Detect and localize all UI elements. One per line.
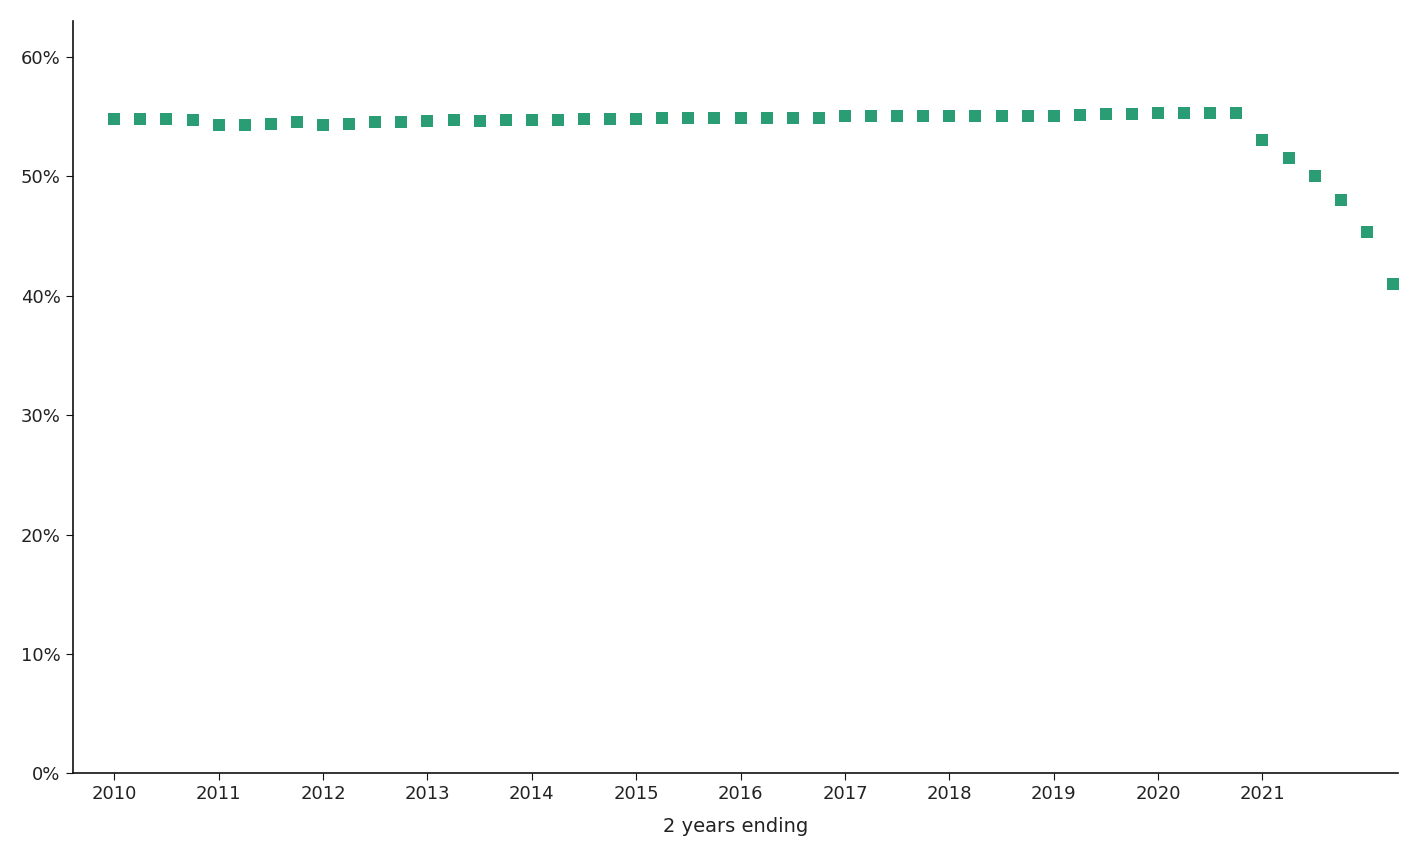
Point	[807, 111, 830, 124]
Point	[1252, 134, 1274, 147]
Point	[599, 112, 622, 126]
Point	[546, 113, 569, 127]
Point	[860, 110, 883, 123]
Point	[1043, 110, 1066, 123]
Point	[912, 110, 935, 123]
Point	[1199, 106, 1222, 120]
Point	[260, 117, 282, 130]
Point	[964, 110, 986, 123]
Point	[573, 112, 596, 126]
Point	[938, 110, 961, 123]
Point	[677, 111, 700, 124]
Point	[1069, 108, 1091, 122]
Point	[129, 112, 152, 126]
Point	[1277, 152, 1300, 165]
Point	[885, 110, 908, 123]
Point	[1355, 225, 1378, 239]
Point	[1225, 106, 1247, 120]
Point	[729, 111, 752, 124]
Point	[833, 110, 856, 123]
Point	[443, 113, 465, 127]
Point	[782, 111, 805, 124]
Point	[1303, 170, 1325, 183]
Point	[1016, 110, 1039, 123]
Point	[1408, 344, 1419, 357]
Point	[1174, 106, 1196, 120]
Point	[651, 111, 674, 124]
Point	[494, 113, 517, 127]
Point	[755, 111, 778, 124]
Point	[1094, 107, 1117, 121]
Point	[521, 113, 543, 127]
Point	[207, 118, 230, 132]
Point	[468, 114, 491, 128]
Point	[1382, 277, 1405, 291]
Point	[182, 113, 204, 127]
Point	[155, 112, 177, 126]
Point	[624, 112, 647, 126]
Point	[233, 118, 255, 132]
Point	[363, 116, 386, 129]
Point	[312, 118, 335, 132]
Point	[390, 116, 413, 129]
Point	[1121, 107, 1144, 121]
Point	[104, 112, 126, 126]
Point	[416, 114, 438, 128]
Point	[285, 116, 308, 129]
X-axis label: 2 years ending: 2 years ending	[663, 818, 807, 836]
Point	[1147, 106, 1169, 120]
Point	[990, 110, 1013, 123]
Point	[338, 117, 360, 130]
Point	[702, 111, 725, 124]
Point	[1330, 193, 1352, 207]
